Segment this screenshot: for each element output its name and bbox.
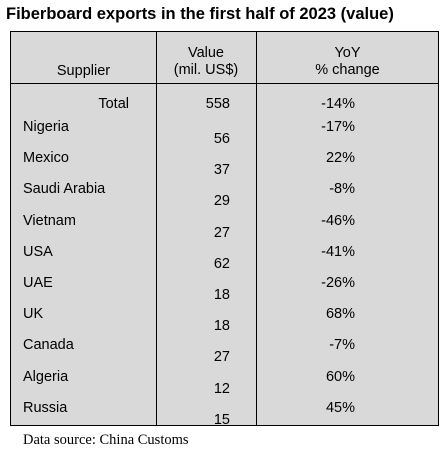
row-yoy: -46% — [321, 212, 355, 229]
row-supplier: Canada — [23, 337, 74, 354]
row-yoy: -26% — [321, 275, 355, 291]
row-value: 27 — [213, 349, 230, 366]
row-supplier: Nigeria — [23, 119, 69, 135]
row-yoy: 60% — [325, 368, 355, 385]
row-supplier: Mexico — [23, 150, 69, 167]
header-supplier: Supplier — [56, 63, 111, 79]
row-yoy: -41% — [321, 243, 355, 260]
row-supplier: UAE — [23, 275, 53, 291]
row-yoy: 45% — [325, 399, 355, 416]
total-yoy: -14% — [321, 96, 355, 112]
row-yoy: -8% — [329, 181, 355, 198]
row-value: 37 — [213, 162, 230, 179]
header-divider — [11, 83, 438, 84]
data-table: Supplier Value (mil. US$) YoY % change T… — [10, 31, 439, 428]
row-supplier: USA — [23, 243, 53, 260]
row-supplier: Algeria — [23, 368, 69, 385]
row-value: 12 — [213, 380, 230, 397]
row-supplier: Saudi Arabia — [23, 181, 106, 198]
header-yoy: YoY % change — [256, 45, 439, 79]
header-yoy-line2: % change — [315, 62, 380, 78]
row-yoy: -7% — [329, 337, 355, 354]
column-divider-2 — [256, 32, 257, 425]
row-yoy: 68% — [325, 306, 355, 323]
row-supplier: Vietnam — [23, 212, 76, 229]
column-divider-1 — [156, 32, 157, 425]
row-value: 56 — [213, 131, 230, 147]
row-value: 27 — [213, 224, 230, 241]
header-value-line2: (mil. US$) — [173, 62, 239, 78]
data-source-note: Data source: China Customs — [23, 432, 189, 448]
total-label: Total — [98, 96, 129, 112]
chart-title: Fiberboard exports in the first half of … — [6, 5, 394, 23]
row-value: 29 — [213, 193, 230, 210]
row-supplier: UK — [23, 306, 44, 323]
row-value: 62 — [213, 255, 230, 272]
header-value-line1: Value — [187, 45, 224, 61]
header-value: Value (mil. US$) — [156, 45, 256, 79]
row-supplier: Russia — [23, 399, 68, 416]
total-value: 558 — [205, 96, 230, 112]
row-value: 18 — [213, 287, 230, 303]
header-yoy-line1: YoY — [334, 45, 361, 61]
row-value: 18 — [213, 318, 230, 335]
row-yoy: -17% — [321, 119, 355, 135]
row-yoy: 22% — [325, 150, 355, 167]
row-value: 15 — [213, 411, 230, 428]
